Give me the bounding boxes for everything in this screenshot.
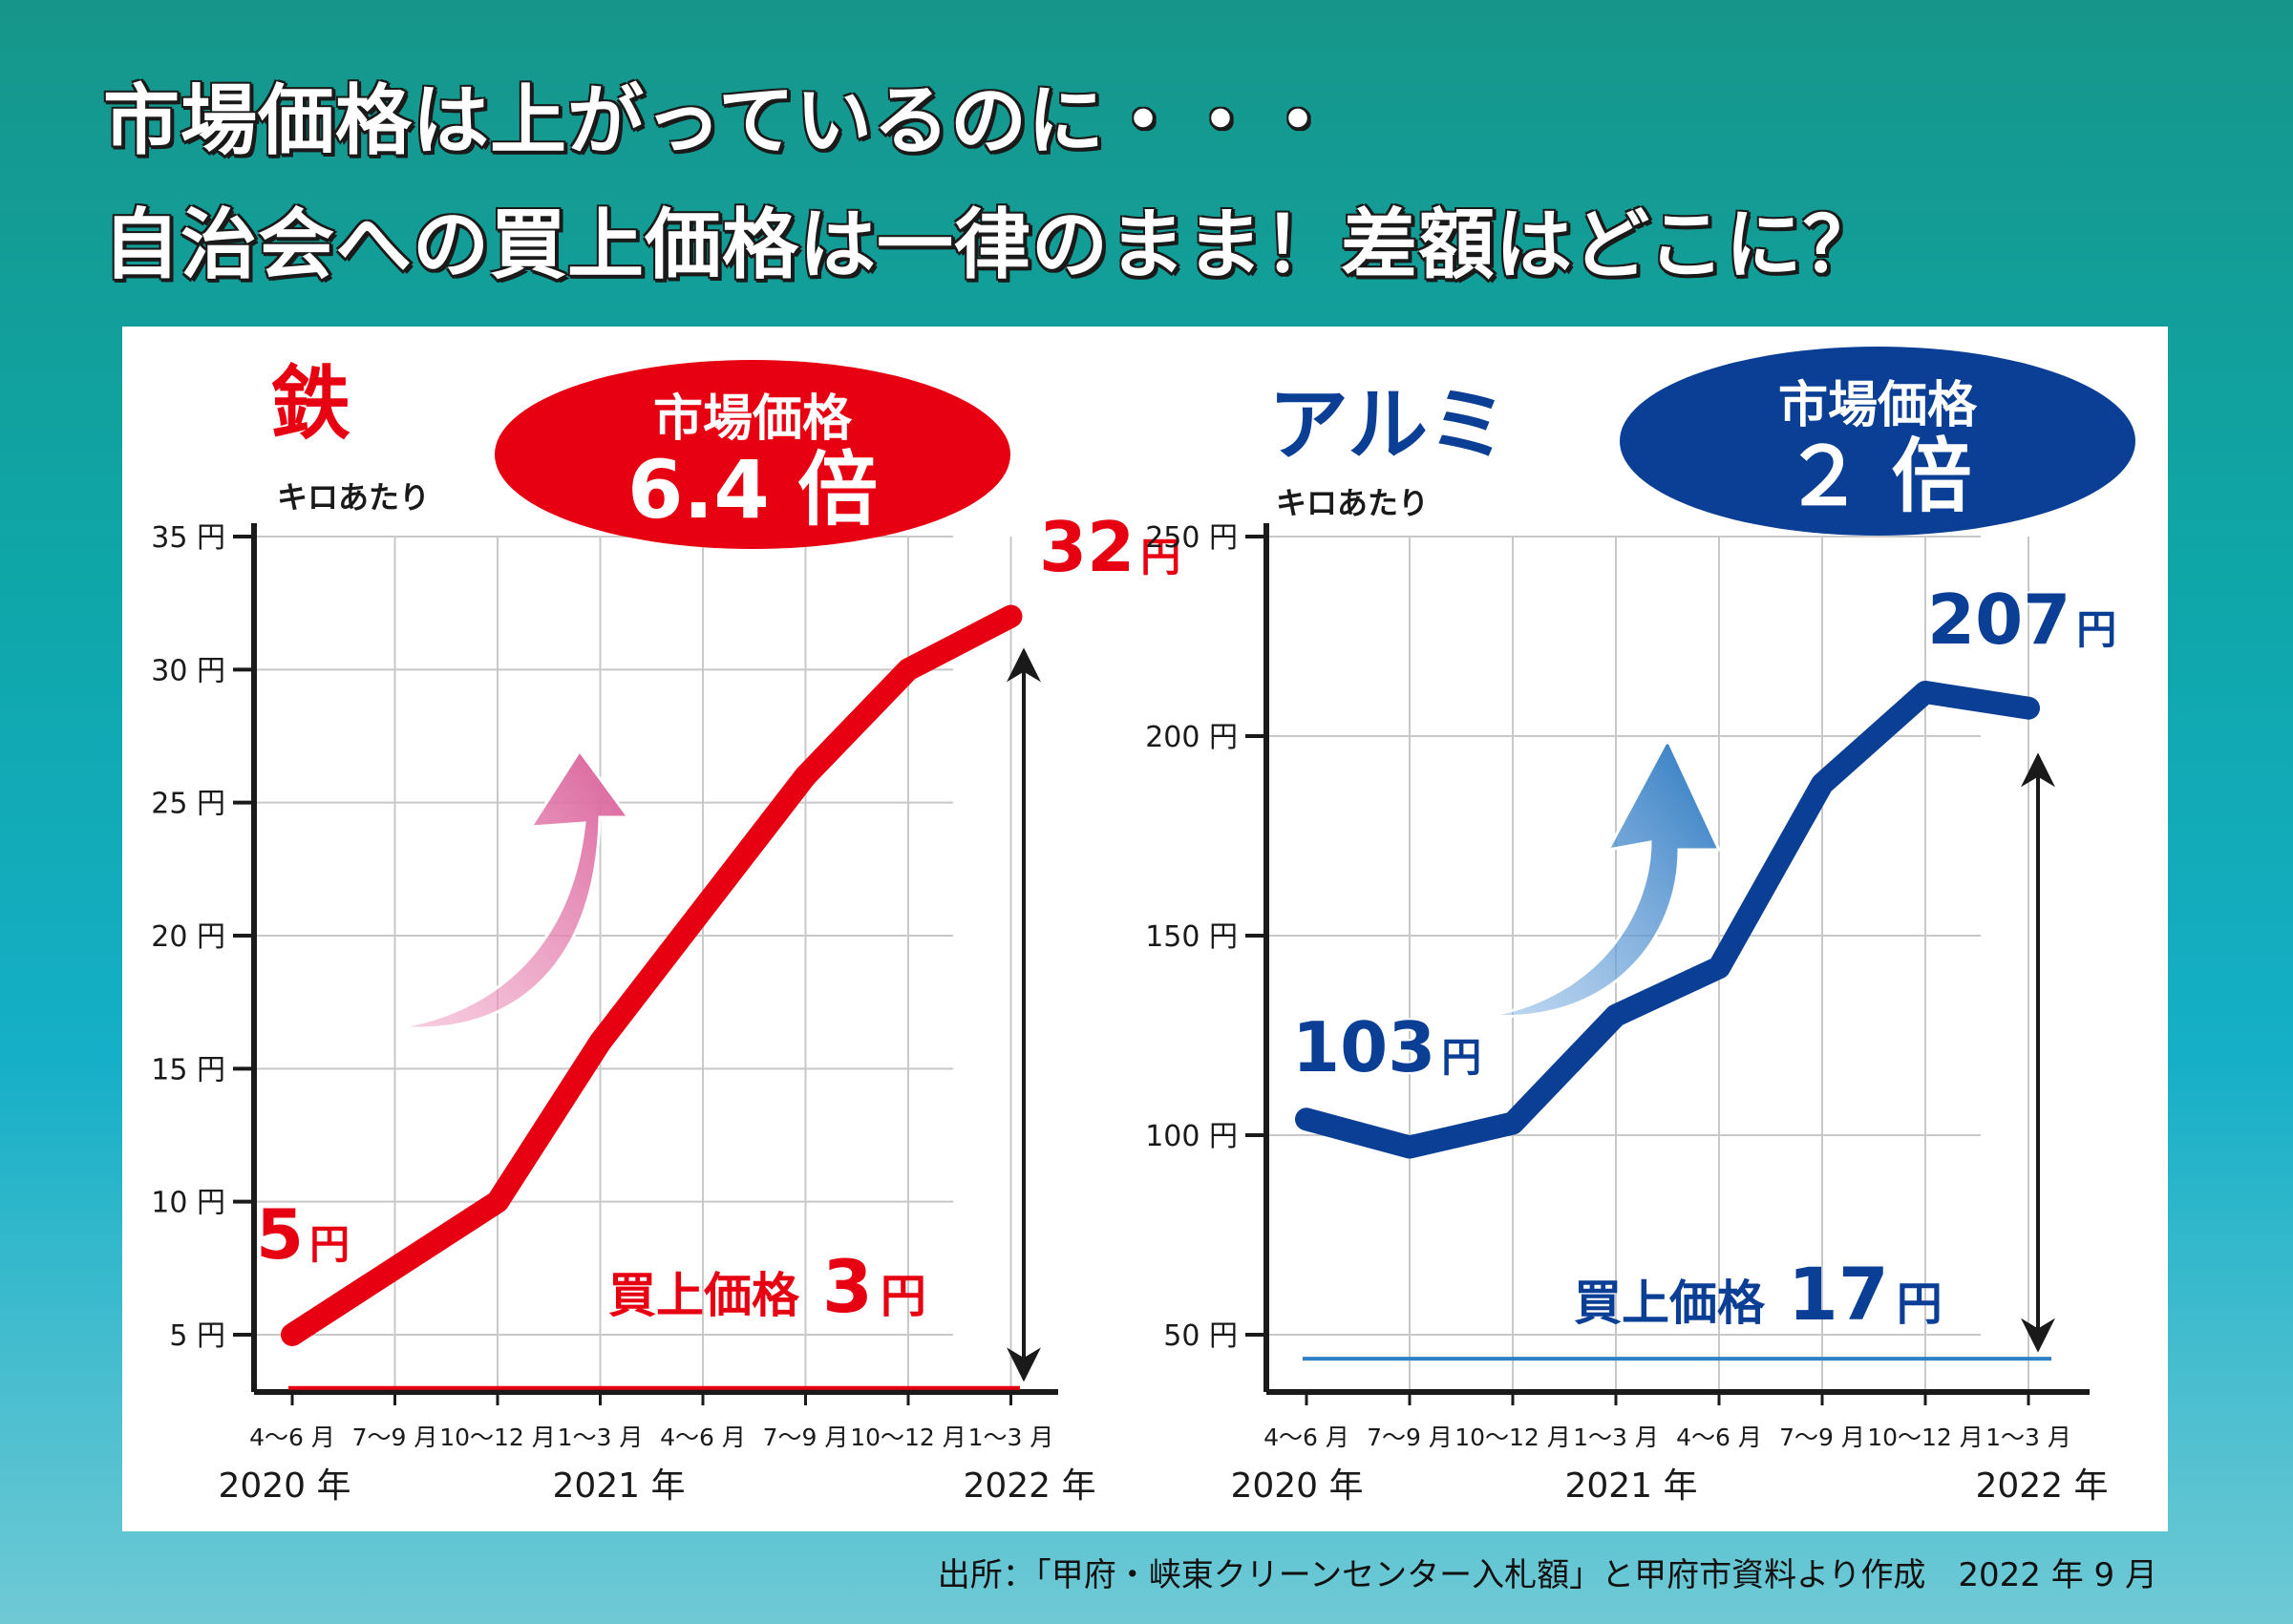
x-tick-label: 4〜6 月 <box>249 1424 335 1451</box>
market-price-point <box>597 1039 604 1045</box>
y-tick-label: 35 円 <box>151 521 225 555</box>
x-tick-label: 4〜6 月 <box>1263 1424 1349 1451</box>
year-label: 2021 年 <box>552 1466 685 1506</box>
market-price-point <box>1304 1116 1309 1123</box>
x-tick-label: 4〜6 月 <box>1676 1424 1762 1451</box>
market-price-line <box>281 604 1023 1346</box>
material-title: アルミ <box>1268 378 1508 472</box>
source-note: 出所：「甲府・峡東クリーンセンター入札額」と甲府市資料より作成 2022 年 9… <box>937 1556 2157 1594</box>
badge-ratio: 6.4 倍 <box>627 443 878 537</box>
market-price-point <box>1716 964 1722 971</box>
rising-arrow-icon <box>396 750 631 1030</box>
x-tick-label: 10〜12 月 <box>1454 1424 1571 1451</box>
market-price-point <box>802 772 809 779</box>
unit-note: キロあたり <box>277 479 430 516</box>
x-tick-label: 7〜9 月 <box>1779 1424 1865 1451</box>
x-tick-label: 1〜3 月 <box>558 1424 644 1451</box>
x-tick-label: 7〜9 月 <box>763 1424 849 1451</box>
x-tick-label: 7〜9 月 <box>1367 1424 1453 1451</box>
y-tick-label: 20 円 <box>151 920 225 954</box>
market-ratio-badge <box>1620 347 2135 536</box>
buy-price-label: 買上価格 3 円 <box>608 1244 926 1329</box>
x-tick-label: 4〜6 月 <box>660 1424 746 1451</box>
end-value-label: 207 円 <box>1927 580 2116 660</box>
market-price-point <box>1922 689 1928 696</box>
market-price-point <box>2026 705 2031 711</box>
year-label: 2022 年 <box>1975 1466 2108 1506</box>
x-tick-label: 10〜12 月 <box>850 1424 966 1451</box>
market-ratio-badge <box>495 360 1010 549</box>
material-title: 鉄 <box>270 357 350 451</box>
badge-title: 市場価格 <box>653 390 853 448</box>
badge-title: 市場価格 <box>1778 377 1978 434</box>
year-label: 2021 年 <box>1564 1466 1697 1506</box>
iron-chart: 5 円10 円15 円20 円25 円30 円35 円4〜6 月 7〜9 月 10〜… <box>151 356 1182 1507</box>
rising-arrow-icon <box>1489 741 1722 1018</box>
market-price-point <box>1613 1012 1619 1019</box>
y-tick-label: 5 円 <box>169 1319 225 1353</box>
market-price-point <box>1510 1120 1516 1127</box>
y-tick-label: 15 円 <box>151 1053 225 1086</box>
y-tick-label: 50 円 <box>1163 1319 1238 1353</box>
market-price-point <box>1008 613 1014 620</box>
x-tick-label: 1〜3 月 <box>1985 1424 2071 1451</box>
market-price-line <box>1295 681 2040 1159</box>
market-price-point <box>1819 781 1825 788</box>
headline-line-1: 市場価格は上がっているのに・・・ <box>103 76 1337 165</box>
y-tick-label: 200 円 <box>1145 721 1238 754</box>
chart-panel: 5 円 10 円 15 円 20 円 25 円 30 円 35 円 4〜6 月 7〜9 月 10〜… <box>122 327 2168 1531</box>
y-tick-label: 30 円 <box>151 654 225 687</box>
market-price-point <box>1407 1144 1412 1150</box>
x-tick-label: 10〜12 月 <box>439 1424 556 1451</box>
market-price-point <box>700 906 706 913</box>
market-price-point <box>392 1265 398 1272</box>
market-price-point <box>905 666 911 673</box>
charts-canvas: 5 円10 円15 円20 円25 円30 円35 円4〜6 月 7〜9 月 10〜… <box>151 347 2135 1507</box>
y-tick-label: 25 円 <box>151 788 225 821</box>
start-value-label: 103 円 <box>1292 1007 1481 1087</box>
market-price-point <box>495 1198 500 1205</box>
buy-price-label: 買上価格 17 円 <box>1574 1252 1943 1337</box>
x-tick-label: 7〜9 月 <box>352 1424 438 1451</box>
x-tick-label: 1〜3 月 <box>1573 1424 1659 1451</box>
end-value-label: 32 円 <box>1039 507 1180 587</box>
unit-note: キロあたり <box>1276 485 1429 521</box>
x-tick-label: 1〜3 月 <box>968 1424 1054 1451</box>
badge-ratio: ２ 倍 <box>1783 430 1971 523</box>
x-tick-label: 10〜12 月 <box>1867 1424 1984 1451</box>
y-tick-label: 150 円 <box>1145 920 1238 954</box>
y-tick-label: 250 円 <box>1145 521 1238 555</box>
market-price-point <box>289 1332 295 1338</box>
year-label: 2022 年 <box>963 1466 1095 1506</box>
y-tick-label: 10 円 <box>151 1187 225 1220</box>
year-label: 2020 年 <box>218 1466 350 1506</box>
year-label: 2020 年 <box>1230 1466 1363 1506</box>
headline-line-2: 自治会への買上価格は一律のまま！差額はどこに？ <box>103 200 1880 289</box>
y-tick-label: 100 円 <box>1145 1120 1238 1153</box>
